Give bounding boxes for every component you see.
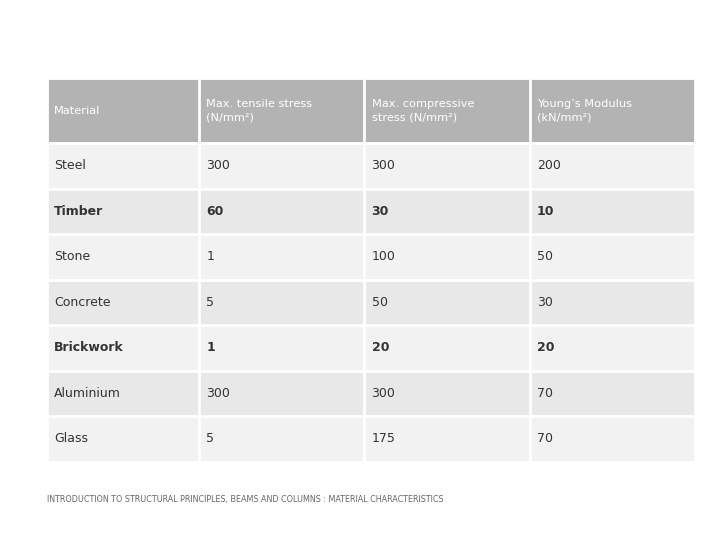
Text: 50: 50	[537, 251, 553, 264]
Text: 175: 175	[372, 433, 395, 446]
Text: 200: 200	[537, 159, 561, 172]
Bar	[530, 325, 695, 370]
Bar	[47, 234, 199, 280]
Text: Young’s Modulus
(kN/mm²): Young’s Modulus (kN/mm²)	[537, 99, 631, 122]
Bar	[199, 234, 364, 280]
Bar	[199, 325, 364, 370]
Text: 60: 60	[206, 205, 224, 218]
Bar	[47, 143, 199, 188]
Bar	[364, 370, 530, 416]
Text: 70: 70	[537, 433, 553, 446]
Bar	[199, 143, 364, 188]
Bar	[47, 188, 199, 234]
Text: Stone: Stone	[54, 251, 90, 264]
Bar	[530, 78, 695, 143]
Bar	[199, 370, 364, 416]
Bar	[530, 416, 695, 462]
Bar	[199, 78, 364, 143]
Bar	[364, 78, 530, 143]
Text: 20: 20	[372, 341, 389, 354]
Bar	[199, 188, 364, 234]
Text: Brickwork: Brickwork	[54, 341, 124, 354]
Bar	[199, 416, 364, 462]
Bar	[47, 416, 199, 462]
Bar	[47, 325, 199, 370]
Text: 1: 1	[206, 341, 215, 354]
Text: 10: 10	[537, 205, 554, 218]
Bar	[364, 188, 530, 234]
Text: Glass: Glass	[54, 433, 88, 446]
Text: Max. tensile stress
(N/mm²): Max. tensile stress (N/mm²)	[206, 99, 312, 122]
Text: 70: 70	[537, 387, 553, 400]
Text: Aluminium: Aluminium	[54, 387, 121, 400]
Text: 100: 100	[372, 251, 395, 264]
Bar	[530, 143, 695, 188]
Bar	[47, 280, 199, 325]
Text: 300: 300	[206, 387, 230, 400]
Text: 30: 30	[372, 205, 389, 218]
Text: 5: 5	[206, 296, 215, 309]
Bar	[47, 370, 199, 416]
Bar	[364, 325, 530, 370]
Text: 50: 50	[372, 296, 387, 309]
Text: Material: Material	[54, 106, 100, 116]
Bar	[530, 234, 695, 280]
Bar	[530, 370, 695, 416]
Bar	[530, 280, 695, 325]
Text: INTRODUCTION TO STRUCTURAL PRINCIPLES, BEAMS AND COLUMNS : MATERIAL CHARACTERIST: INTRODUCTION TO STRUCTURAL PRINCIPLES, B…	[47, 495, 444, 504]
Text: 300: 300	[372, 159, 395, 172]
Text: 30: 30	[537, 296, 553, 309]
Text: 300: 300	[372, 387, 395, 400]
Text: 300: 300	[206, 159, 230, 172]
Bar	[364, 280, 530, 325]
Bar	[364, 234, 530, 280]
Text: 5: 5	[206, 433, 215, 446]
Bar	[364, 416, 530, 462]
Text: Concrete: Concrete	[54, 296, 110, 309]
Bar	[530, 188, 695, 234]
Bar	[364, 143, 530, 188]
Text: 1: 1	[206, 251, 214, 264]
Text: Timber: Timber	[54, 205, 103, 218]
Text: 20: 20	[537, 341, 554, 354]
Text: Steel: Steel	[54, 159, 86, 172]
Bar	[47, 78, 199, 143]
Bar	[199, 280, 364, 325]
Text: Max. compressive
stress (N/mm²): Max. compressive stress (N/mm²)	[372, 99, 474, 122]
